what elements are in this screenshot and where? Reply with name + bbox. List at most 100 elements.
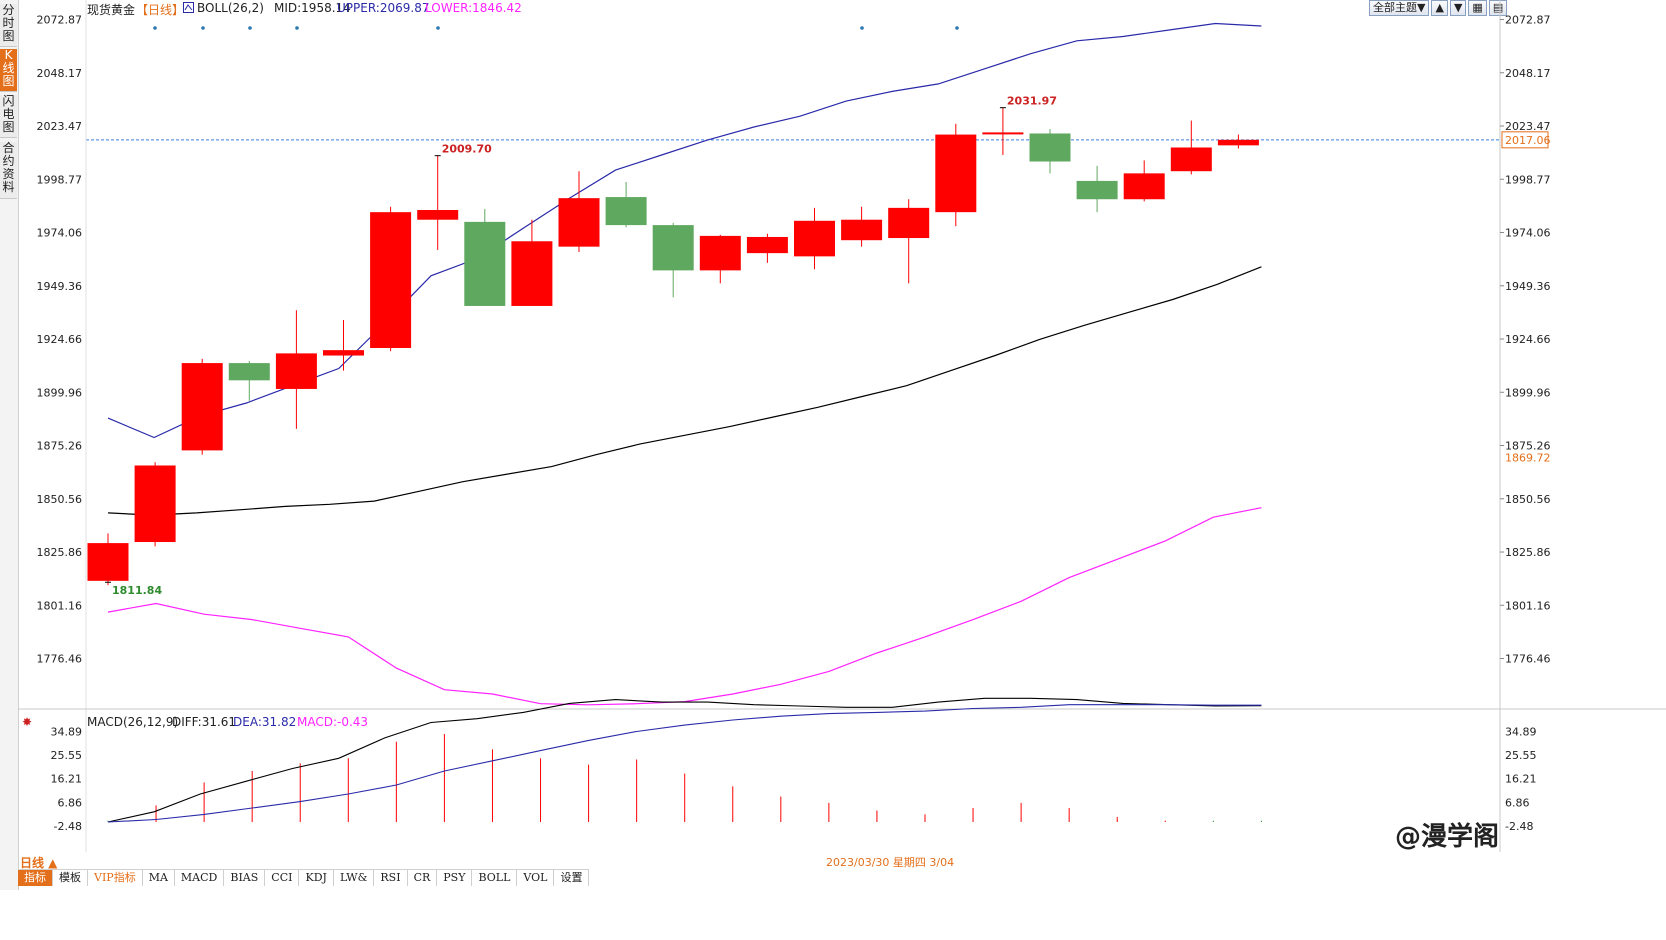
candle-14 bbox=[746, 233, 788, 263]
indicator-tab-6[interactable]: CCI bbox=[265, 870, 300, 886]
price-tick-right: 1899.96 bbox=[1505, 386, 1551, 399]
candle-3 bbox=[228, 360, 270, 401]
period-switch[interactable]: 日线 ▲ bbox=[20, 856, 58, 870]
candle-6 bbox=[370, 206, 412, 352]
price-tick-right: 1875.26 bbox=[1505, 440, 1551, 453]
indicator-tab-0[interactable]: 指标 bbox=[18, 870, 53, 886]
candle-7 bbox=[417, 155, 459, 250]
period-tag: 【日线】 bbox=[136, 3, 185, 17]
candle-body bbox=[1076, 180, 1118, 200]
event-marker bbox=[295, 26, 299, 30]
indicator-tab-2[interactable]: VIP指标 bbox=[88, 870, 143, 886]
candle-8 bbox=[464, 208, 506, 306]
bottom-bar: 日线 ▲ 2023/03/30 星期四 3/04 指标 模板 VIP指标 MA MACD… bbox=[0, 852, 1666, 890]
event-marker bbox=[955, 26, 959, 30]
price-tick-right: 1949.36 bbox=[1505, 280, 1551, 293]
boll-mid: MID:1958.14 bbox=[274, 1, 351, 15]
current-price-label: 2017.06 bbox=[1505, 134, 1551, 147]
tab-time-share[interactable]: 分时图 bbox=[0, 4, 17, 47]
candle-body bbox=[935, 134, 977, 213]
candle-body bbox=[794, 220, 835, 257]
candle-body bbox=[275, 353, 317, 389]
price-tick-right: 1998.77 bbox=[1505, 173, 1551, 186]
candle-body bbox=[746, 236, 788, 254]
indicator-tab-8[interactable]: LW& bbox=[334, 870, 375, 886]
indicator-tab-4[interactable]: MACD bbox=[175, 870, 225, 886]
candle-5 bbox=[323, 319, 364, 371]
event-marker bbox=[248, 26, 252, 30]
macd-tick-left: -2.48 bbox=[54, 820, 82, 833]
price-tick-right: 1801.16 bbox=[1505, 599, 1551, 612]
price-tick-right: 1974.06 bbox=[1505, 227, 1551, 240]
candle-2 bbox=[181, 358, 223, 455]
price-tick-right: 1825.86 bbox=[1505, 546, 1551, 559]
candle-body bbox=[228, 363, 270, 381]
candle-body bbox=[370, 212, 412, 348]
side-price-label: 1869.72 bbox=[1505, 451, 1551, 464]
watermark-logo: @漫学阁 bbox=[1395, 822, 1500, 852]
indicator-tab-11[interactable]: PSY bbox=[437, 870, 473, 886]
macd-diff: DIFF:31.61 bbox=[172, 715, 237, 729]
candle-body bbox=[417, 210, 459, 220]
layout-icon[interactable]: ▦ bbox=[1468, 0, 1487, 16]
candle-body bbox=[1029, 133, 1071, 162]
candle-12 bbox=[652, 222, 694, 298]
indicator-tab-10[interactable]: CR bbox=[408, 870, 438, 886]
indicator-tab-9[interactable]: RSI bbox=[374, 870, 408, 886]
zoom-out-icon[interactable]: ▼ bbox=[1449, 0, 1467, 16]
indicator-tab-13[interactable]: VOL bbox=[517, 870, 555, 886]
price-tick-left: 2072.87 bbox=[37, 14, 83, 27]
indicator-tab-7[interactable]: KDJ bbox=[299, 870, 334, 886]
candle-body bbox=[181, 363, 223, 451]
boll-indicator-icon[interactable] bbox=[183, 1, 194, 15]
indicator-tab-1[interactable]: 模板 bbox=[53, 870, 88, 886]
price-tick-right: 2072.87 bbox=[1505, 14, 1551, 27]
boll-upper: UPPER:2069.87 bbox=[337, 1, 430, 15]
macd-diff-line bbox=[107, 697, 1262, 823]
tab-flash-chart[interactable]: 闪电图 bbox=[0, 95, 17, 138]
indicator-tab-12[interactable]: BOLL bbox=[472, 870, 518, 886]
annotation-label: 2009.70 bbox=[442, 143, 492, 156]
event-marker bbox=[153, 26, 157, 30]
macd-settings-icon[interactable]: ✸ bbox=[22, 715, 33, 729]
price-tick-right: 2023.47 bbox=[1505, 120, 1551, 133]
macd-tick-left: 25.55 bbox=[51, 749, 83, 762]
candle-23 bbox=[1170, 120, 1212, 175]
price-tick-right: 1924.66 bbox=[1505, 333, 1551, 346]
candle-body bbox=[1123, 173, 1165, 200]
instrument-title: 现货黄金 bbox=[87, 3, 136, 17]
indicator-tab-14[interactable]: 设置 bbox=[554, 870, 590, 886]
candle-body bbox=[464, 221, 506, 306]
candle-body bbox=[699, 235, 741, 271]
indicator-tab-3[interactable]: MA bbox=[143, 870, 175, 886]
macd-dea-line bbox=[107, 704, 1262, 823]
zoom-in-icon[interactable]: ▲ bbox=[1431, 0, 1448, 16]
macd-tick-right: 25.55 bbox=[1505, 749, 1537, 762]
macd-tick-left: 34.89 bbox=[51, 726, 83, 739]
macd-tick-right: 16.21 bbox=[1505, 773, 1537, 786]
candle-18 bbox=[935, 123, 977, 227]
macd-value: MACD:-0.43 bbox=[297, 715, 369, 729]
annotation-label: 2031.97 bbox=[1007, 95, 1057, 108]
price-tick-left: 1776.46 bbox=[37, 653, 83, 666]
price-tick-right: 2048.17 bbox=[1505, 67, 1551, 80]
cursor-date: 2023/03/30 星期四 3/04 bbox=[826, 856, 955, 869]
candle-4 bbox=[275, 310, 317, 429]
candle-19 bbox=[982, 107, 1024, 156]
grid-icon[interactable]: ▤ bbox=[1488, 0, 1508, 16]
price-tick-left: 1875.26 bbox=[37, 440, 83, 453]
candle-13 bbox=[699, 234, 741, 284]
tab-contract-info[interactable]: 合约资料 bbox=[0, 142, 17, 199]
chart-canvas[interactable]: 1811.84 2009.70 2031.97 2072.87 2072.87 2048… bbox=[0, 0, 1666, 852]
candle-0 bbox=[87, 533, 129, 586]
indicator-tab-5[interactable]: BIAS bbox=[224, 870, 266, 886]
macd-label: MACD(26,12,9) bbox=[87, 715, 179, 729]
event-marker bbox=[860, 26, 864, 30]
price-tick-left: 1801.16 bbox=[37, 599, 83, 612]
price-tick-left: 1899.96 bbox=[37, 386, 83, 399]
macd-tick-right: -2.48 bbox=[1505, 820, 1533, 833]
theme-dropdown[interactable]: 全部主题▼ bbox=[1369, 0, 1430, 16]
candle-22 bbox=[1123, 160, 1165, 202]
